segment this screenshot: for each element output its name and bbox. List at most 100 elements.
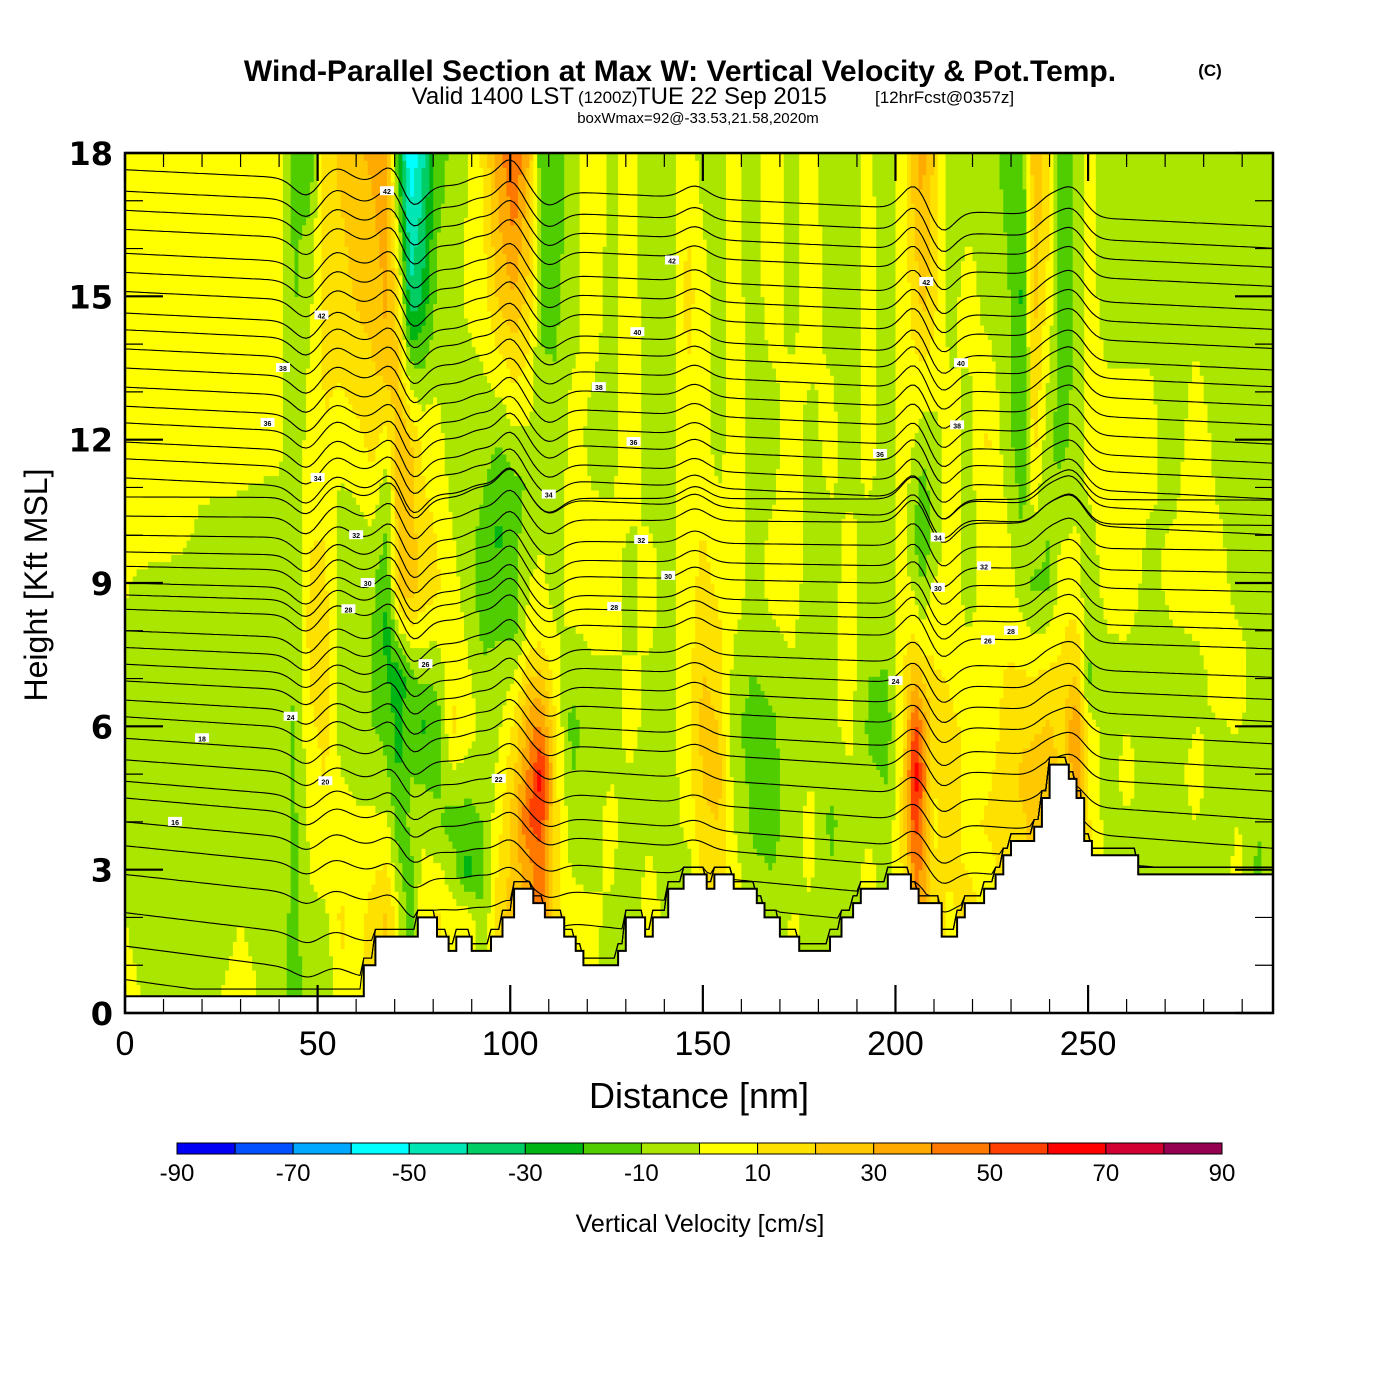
velocity-cell [132, 504, 138, 512]
velocity-cell [202, 360, 207, 369]
velocity-cell [198, 239, 203, 247]
velocity-cell [244, 783, 249, 792]
velocity-cell [229, 654, 234, 663]
velocity-cell [198, 884, 203, 892]
velocity-cell [136, 704, 142, 713]
velocity-cell [217, 726, 222, 735]
velocity-cell [163, 948, 168, 957]
velocity-cell [221, 253, 226, 262]
velocity-cell [209, 346, 215, 355]
velocity-cell [225, 898, 230, 907]
velocity-cell [244, 525, 249, 534]
velocity-cell [209, 626, 215, 634]
velocity-cell [128, 919, 134, 928]
velocity-cell [205, 669, 211, 677]
velocity-cell [167, 153, 172, 161]
velocity-cell [275, 841, 280, 849]
velocity-cell [225, 167, 230, 176]
velocity-cell [163, 647, 168, 656]
velocity-cell [186, 769, 192, 778]
velocity-cell [267, 360, 272, 369]
velocity-cell [252, 726, 257, 735]
velocity-cell [259, 884, 265, 892]
velocity-cell [186, 325, 192, 333]
velocity-cell [182, 977, 188, 985]
velocity-cell [155, 747, 161, 756]
velocity-cell [209, 955, 215, 964]
velocity-cell [213, 454, 219, 462]
velocity-cell [202, 231, 207, 240]
velocity-cell [136, 303, 142, 312]
velocity-cell [225, 525, 230, 534]
velocity-cell [225, 461, 230, 469]
velocity-cell [175, 246, 180, 254]
velocity-cell [125, 740, 130, 749]
velocity-cell [155, 504, 161, 512]
velocity-cell [221, 231, 226, 240]
velocity-cell [209, 296, 215, 305]
velocity-cell [236, 755, 242, 763]
velocity-cell [259, 203, 265, 211]
velocity-cell [217, 260, 222, 269]
velocity-cell [194, 984, 199, 993]
velocity-cell [167, 783, 172, 792]
velocity-cell [175, 489, 180, 498]
velocity-cell [175, 862, 180, 871]
velocity-cell [190, 317, 195, 326]
velocity-cell [217, 403, 222, 412]
velocity-cell [194, 626, 199, 634]
velocity-cell [244, 188, 249, 197]
velocity-cell [205, 224, 211, 233]
velocity-cell [186, 174, 192, 183]
velocity-cell [213, 884, 219, 892]
velocity-cell [155, 611, 161, 620]
velocity-cell [163, 375, 168, 383]
velocity-cell [144, 511, 149, 520]
velocity-cell [178, 826, 184, 835]
velocity-cell [236, 819, 242, 828]
velocity-cell [128, 805, 134, 813]
velocity-cell [178, 848, 184, 856]
velocity-cell [148, 382, 153, 391]
velocity-cell [144, 919, 149, 928]
velocity-cell [136, 798, 142, 806]
velocity-cell [171, 532, 176, 541]
velocity-cell [205, 497, 211, 505]
velocity-cell [236, 905, 242, 914]
velocity-cell [167, 482, 172, 491]
velocity-cell [128, 661, 134, 670]
velocity-cell [229, 747, 234, 756]
velocity-cell [236, 912, 242, 921]
velocity-cell [182, 461, 188, 469]
velocity-cell [144, 977, 149, 985]
velocity-cell [275, 618, 280, 627]
velocity-cell [175, 683, 180, 692]
velocity-cell [178, 769, 184, 778]
velocity-cell [128, 289, 134, 297]
velocity-cell [136, 446, 142, 455]
velocity-cell [198, 231, 203, 240]
velocity-cell [152, 776, 157, 785]
velocity-cell [225, 153, 230, 161]
velocity-cell [152, 869, 157, 878]
velocity-cell [236, 475, 242, 484]
velocity-cell [217, 489, 222, 498]
velocity-cell [155, 984, 161, 993]
velocity-cell [159, 604, 165, 613]
velocity-cell [155, 676, 161, 684]
velocity-cell [163, 267, 168, 276]
velocity-cell [194, 482, 199, 491]
velocity-cell [148, 224, 153, 233]
velocity-cell [267, 224, 272, 233]
velocity-cell [236, 704, 242, 713]
velocity-cell [217, 568, 222, 577]
velocity-cell [198, 604, 203, 613]
velocity-cell [152, 876, 157, 885]
velocity-cell [282, 948, 288, 957]
velocity-cell [190, 346, 195, 355]
velocity-cell [159, 411, 165, 419]
velocity-cell [259, 762, 265, 770]
velocity-cell [178, 962, 184, 971]
velocity-cell [144, 396, 149, 405]
velocity-cell [252, 733, 257, 742]
